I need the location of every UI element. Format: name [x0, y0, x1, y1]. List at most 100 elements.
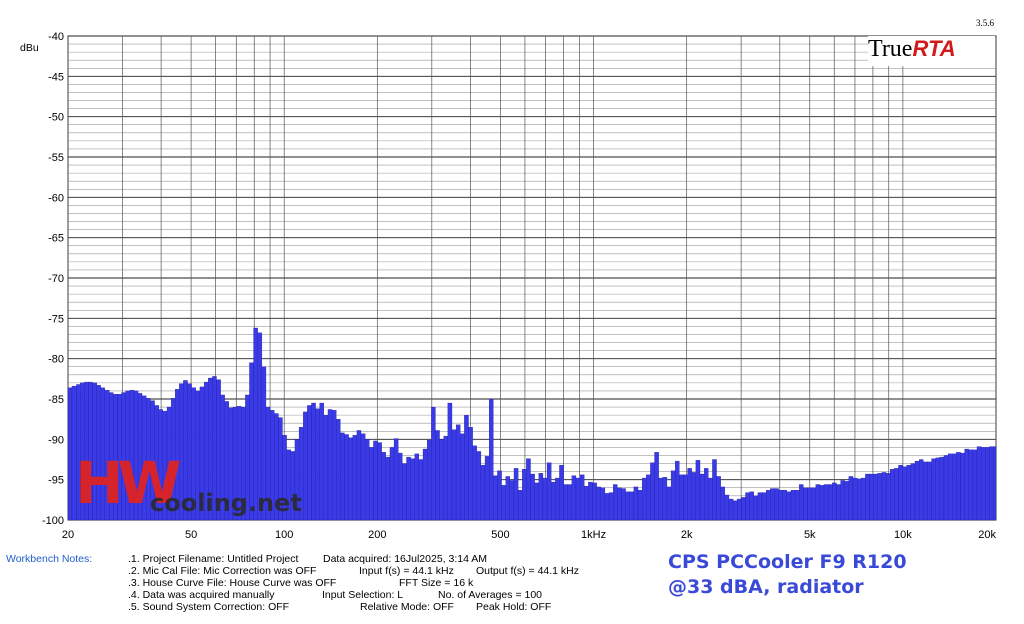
spectrum-bar [385, 456, 391, 521]
spectrum-chart: -40 -45 -50 -55 -60 -65 -70 -75 -80 -85 -90 -95 -100… [20, 31, 997, 541]
spectrum-bar [427, 439, 432, 521]
spectrum-bar [852, 477, 858, 521]
spectrum-bar [389, 447, 395, 521]
spectrum-bar [712, 459, 717, 521]
y-tick-labels: -40 -45 -50 -55 -60 -65 -70 -75 -80 -85 -90 -95 -100 [42, 31, 64, 527]
spectrum-bar [476, 451, 482, 521]
spectrum-bar [687, 468, 692, 521]
spectrum-bar [315, 408, 320, 521]
spectrum-bar [571, 475, 577, 521]
spectrum-bar [807, 487, 812, 521]
spectrum-bar [782, 490, 787, 521]
spectrum-bar [646, 474, 651, 521]
spectrum-bar [489, 398, 494, 521]
spectrum-bar [493, 475, 498, 521]
note-averages: No. of Averages = 100 [438, 589, 543, 601]
spectrum-bar [881, 472, 887, 521]
spectrum-bar [402, 463, 407, 521]
spectrum-bar [716, 476, 721, 521]
spectrum-bar [952, 453, 957, 521]
spectrum-bar [311, 402, 316, 521]
spectrum-bar [567, 484, 572, 521]
spectrum-bar [555, 477, 560, 521]
spectrum-bar [517, 490, 523, 521]
y-tick-label: -70 [48, 273, 64, 285]
spectrum-bar [856, 478, 862, 521]
spectrum-bar [443, 435, 448, 521]
x-tick-labels: 20 50 100 200 500 1kHz 2k 5k 10k 20k [62, 529, 997, 541]
y-tick-label: -80 [48, 354, 64, 366]
spectrum-bar [799, 484, 804, 521]
caption-line-1: CPS PCCooler F9 R120 [668, 551, 907, 573]
y-tick-label: -90 [48, 434, 64, 446]
spectrum-bar [720, 486, 725, 521]
spectrum-bar [435, 430, 440, 521]
note-item-2: .2. Mic Cal File: Mic Correction was OFF [128, 565, 317, 577]
spectrum-bar [832, 482, 837, 521]
watermark-hw-logo: HW [75, 449, 182, 517]
spectrum-bar [931, 458, 936, 521]
spectrum-bars [67, 327, 997, 521]
spectrum-bar [451, 429, 457, 521]
spectrum-bar [815, 484, 821, 521]
spectrum-bar [323, 414, 329, 521]
y-tick-label: -45 [48, 71, 64, 83]
spectrum-bar [741, 497, 746, 521]
spectrum-bar [336, 419, 341, 521]
spectrum-bar [865, 473, 870, 521]
spectrum-bar [377, 442, 382, 521]
spectrum-bar [766, 490, 771, 521]
spectrum-bar [497, 470, 502, 521]
spectrum-bar [683, 474, 688, 521]
spectrum-bar [844, 481, 850, 521]
spectrum-bar [551, 481, 556, 521]
spectrum-bar [724, 494, 730, 521]
y-tick-label: -95 [48, 475, 64, 487]
spectrum-bar [592, 482, 597, 521]
note-output-fs: Output f(s) = 44.1 kHz [476, 565, 580, 577]
spectrum-bar [563, 484, 568, 521]
logo-true-text: True [868, 36, 913, 62]
x-tick-label: 500 [491, 529, 509, 541]
spectrum-bar [910, 463, 916, 521]
note-peak-hold: Peak Hold: OFF [476, 601, 552, 613]
spectrum-bar [455, 424, 461, 521]
spectrum-bar [819, 485, 825, 521]
spectrum-bar [803, 487, 808, 521]
spectrum-bar [923, 461, 928, 521]
spectrum-bar [538, 473, 544, 521]
note-data-acquired: Data acquired: 16Jul2025, 3:14 AM [323, 553, 488, 565]
y-tick-label: -100 [42, 515, 64, 527]
spectrum-bar [898, 464, 903, 521]
spectrum-bar [472, 445, 477, 521]
spectrum-bar [406, 456, 411, 521]
spectrum-bar [579, 474, 585, 521]
spectrum-bar [530, 473, 535, 521]
spectrum-bar [410, 458, 415, 521]
spectrum-bar [654, 452, 659, 521]
spectrum-bar [608, 492, 614, 521]
spectrum-bar [637, 490, 643, 521]
spectrum-bar [774, 488, 779, 521]
y-tick-label: -50 [48, 112, 64, 124]
spectrum-bar [414, 453, 420, 521]
spectrum-bar [728, 498, 734, 521]
spectrum-bar [902, 466, 907, 521]
x-tick-label: 20 [62, 529, 74, 541]
spectrum-bar [956, 452, 961, 521]
x-tick-label: 200 [368, 529, 386, 541]
spectrum-bar [373, 440, 378, 521]
x-tick-label: 10k [894, 529, 912, 541]
spectrum-bar [546, 462, 552, 521]
spectrum-bar [526, 458, 531, 521]
spectrum-bar [381, 452, 386, 521]
spectrum-bar [67, 387, 73, 521]
spectrum-bar [468, 427, 473, 521]
spectrum-bar [869, 473, 874, 521]
spectrum-bar [993, 446, 997, 521]
spectrum-bar [927, 461, 932, 521]
spectrum-bar [480, 464, 486, 521]
note-input-selection: Input Selection: L [322, 589, 404, 601]
spectrum-bar [890, 469, 895, 521]
watermark-text: cooling.net [150, 489, 302, 517]
